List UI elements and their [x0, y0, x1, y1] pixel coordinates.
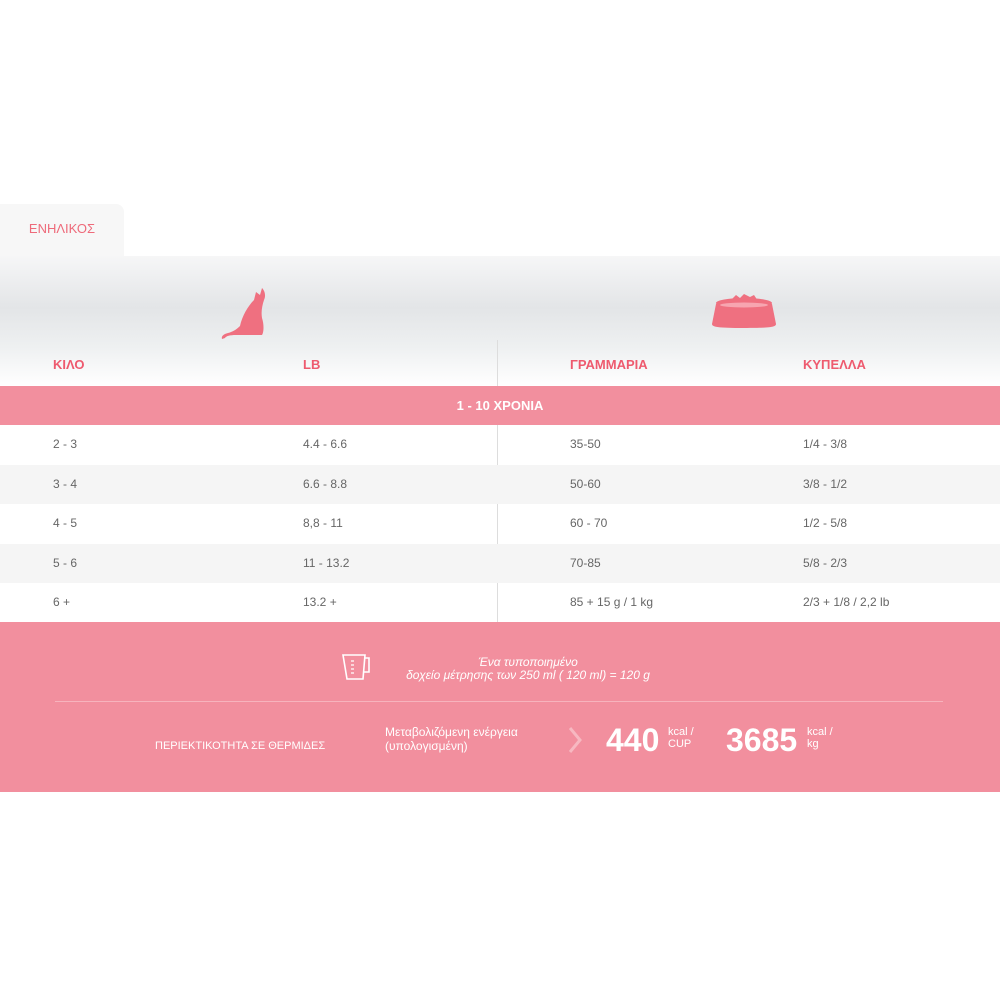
age-group-band: 1 - 10 ΧΡΟΝΙΑ — [0, 386, 1000, 425]
table-cell: 35-50 — [570, 437, 601, 451]
table-cell: 4 - 5 — [53, 516, 78, 530]
header-lb: LB — [303, 357, 321, 372]
table-cell: 1/2 - 5/8 — [803, 516, 848, 530]
table-cell: 6.6 - 8.8 — [303, 476, 348, 491]
table-row: 6 + 13.2 + 85 + 15 g / 1 kg 2/3 + 1/8 / 2,2… — [0, 583, 1000, 623]
table-cell: 5 - 6 — [53, 555, 78, 570]
unit-kcal: kcal / — [668, 726, 694, 738]
divider — [55, 701, 943, 702]
calorie-panel: Ένα τυποποιημένο δοχείο μέτρησης των 250… — [0, 622, 1000, 792]
header-grams: ΓΡΑΜΜΑΡΙΑ — [570, 357, 648, 372]
table-cell: 1/4 - 3/8 — [803, 437, 848, 451]
cup-note: Ένα τυποποιημένο δοχείο μέτρησης των 250… — [388, 656, 668, 682]
cup-note-line2: δοχείο μέτρησης των 250 ml ( 120 ml) = 1… — [406, 668, 650, 682]
table-cell: 3/8 - 1/2 — [803, 476, 848, 491]
kcal-per-cup-value: 440 — [606, 722, 660, 758]
table-row: 3 - 4 6.6 - 8.8 50-60 3/8 - 1/2 — [0, 464, 1000, 504]
food-bowl-icon — [712, 294, 776, 328]
table-cell: 3 - 4 — [53, 476, 78, 491]
header-kg: ΚΙΛΟ — [53, 357, 85, 372]
table-cell: 60 - 70 — [570, 516, 608, 530]
table-cell: 6 + — [53, 595, 71, 609]
calorie-label: ΠΕΡΙΕΚΤΙΚΟΤΗΤΑ ΣΕ ΘΕΡΜΙΔΕΣ — [155, 740, 326, 752]
table-cell: 2 - 3 — [53, 437, 78, 451]
table-row: 2 - 3 4.4 - 6.6 35-50 1/4 - 3/8 — [0, 425, 1000, 465]
chevron-right-icon — [568, 727, 582, 753]
table-cell: 50-60 — [570, 476, 601, 491]
kcal-per-kg-unit: kcal / kg — [807, 726, 833, 750]
tab-adult[interactable]: ΕΝΗΛΙΚΟΣ — [0, 204, 124, 258]
table-cell: 2/3 + 1/8 / 2,2 lb — [803, 595, 890, 609]
table-cell: 13.2 + — [303, 595, 337, 609]
unit-cup: CUP — [668, 738, 692, 750]
cup-note-line1: Ένα τυποποιημένο — [478, 655, 578, 669]
header-cups: ΚΥΠΕΛΛΑ — [803, 357, 866, 372]
kcal-per-kg-value: 3685 — [726, 722, 798, 758]
kcal-per-cup-unit: kcal / CUP — [668, 726, 694, 750]
table-cell: 5/8 - 2/3 — [803, 555, 848, 570]
table-row: 5 - 6 11 - 13.2 70-85 5/8 - 2/3 — [0, 543, 1000, 583]
table-row: 4 - 5 8,8 - 11 60 - 70 1/2 - 5/8 — [0, 504, 1000, 544]
energy-label: Μεταβολιζόμενη ενέργεια (υπολογισμένη) — [385, 725, 518, 753]
unit-kg: kg — [807, 738, 819, 750]
energy-line1: Μεταβολιζόμενη ενέργεια — [385, 725, 518, 739]
table-cell: 85 + 15 g / 1 kg — [570, 595, 654, 609]
unit-kcal: kcal / — [807, 726, 833, 738]
table-cell: 8,8 - 11 — [303, 516, 343, 530]
table-cell: 11 - 13.2 — [303, 555, 350, 570]
table-header-background — [0, 256, 1000, 386]
table-cell: 70-85 — [570, 555, 601, 570]
cat-icon — [221, 288, 266, 339]
energy-line2: (υπολογισμένη) — [385, 739, 468, 753]
table-cell: 4.4 - 6.6 — [303, 437, 348, 451]
measuring-cup-icon — [342, 654, 370, 680]
